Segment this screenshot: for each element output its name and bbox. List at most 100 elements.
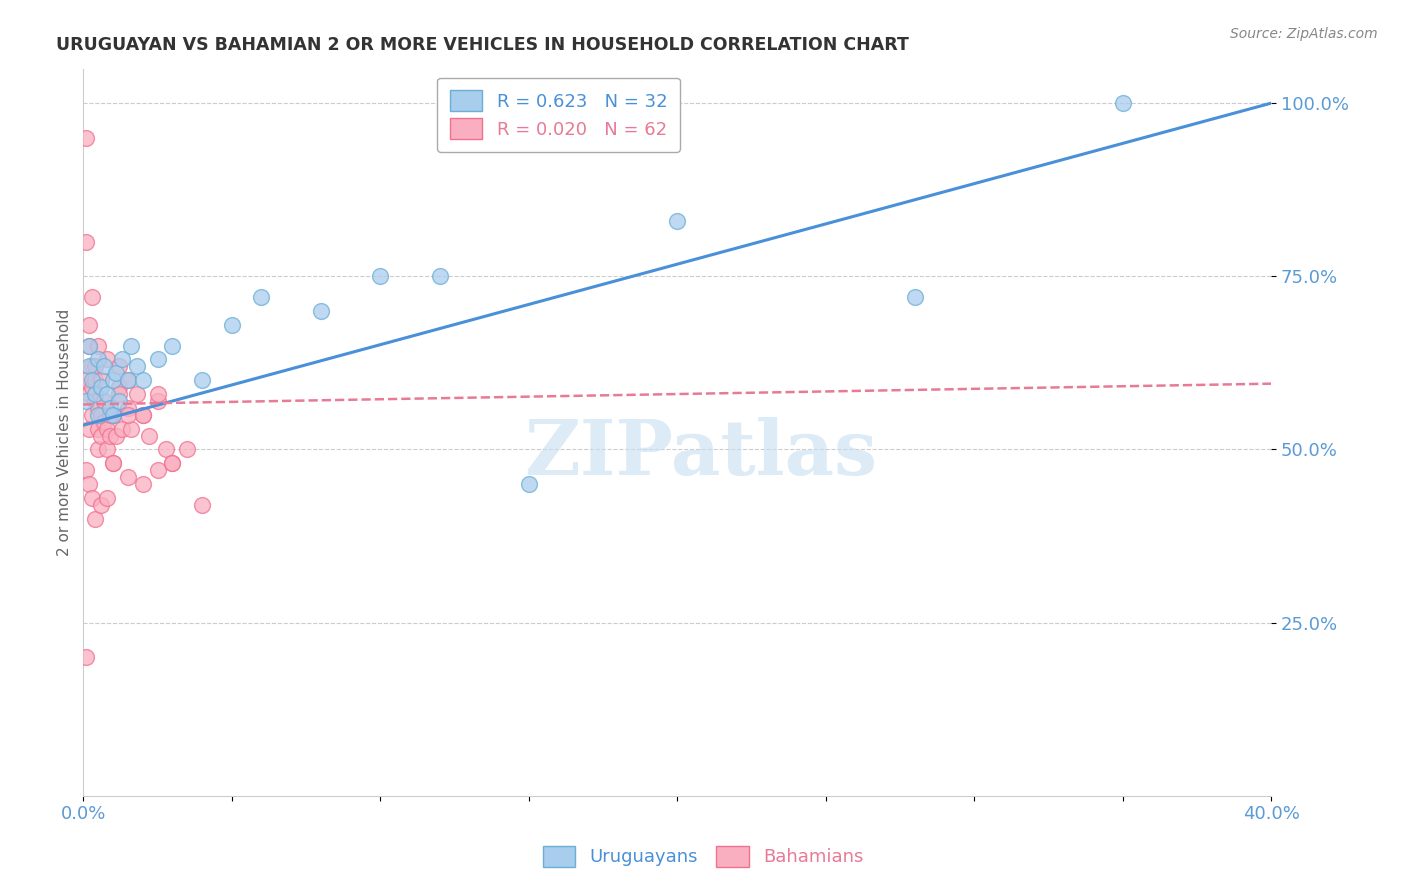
Point <box>87 338 110 352</box>
Point <box>117 401 139 415</box>
Point <box>87 422 110 436</box>
Point <box>82 373 104 387</box>
Point <box>98 401 121 415</box>
Point <box>93 359 115 374</box>
Point <box>93 415 115 429</box>
Point <box>120 338 142 352</box>
Point <box>101 456 124 470</box>
Point <box>77 338 100 352</box>
Point <box>98 428 121 442</box>
Point <box>87 352 110 367</box>
Point <box>77 318 100 332</box>
Point <box>162 338 184 352</box>
Point <box>101 408 124 422</box>
Point <box>191 498 214 512</box>
Point <box>131 373 153 387</box>
Point <box>84 512 107 526</box>
Point <box>96 442 118 457</box>
Point <box>108 359 131 374</box>
Point <box>96 422 118 436</box>
Point <box>82 380 104 394</box>
Point <box>108 394 131 409</box>
Point <box>75 650 97 665</box>
Point <box>104 366 127 380</box>
Point <box>96 491 118 505</box>
Point <box>87 442 110 457</box>
Point <box>146 352 169 367</box>
Point <box>84 394 107 409</box>
Point <box>191 373 214 387</box>
Point <box>120 422 142 436</box>
Point <box>90 498 112 512</box>
Point <box>111 422 134 436</box>
Point <box>146 387 169 401</box>
Point <box>77 422 100 436</box>
Point <box>108 387 131 401</box>
Point <box>77 477 100 491</box>
Point <box>75 394 97 409</box>
Point <box>84 359 107 374</box>
Point <box>77 387 100 401</box>
Point <box>146 463 169 477</box>
Point <box>517 477 540 491</box>
Point <box>75 373 97 387</box>
Point <box>111 352 134 367</box>
Point <box>101 456 124 470</box>
Point <box>125 359 148 374</box>
Point <box>125 387 148 401</box>
Point <box>84 387 107 401</box>
Point <box>90 380 112 394</box>
Point <box>904 290 927 304</box>
Point <box>82 359 104 374</box>
Point <box>98 408 121 422</box>
Point <box>221 318 243 332</box>
Point <box>162 456 184 470</box>
Point <box>146 394 169 409</box>
Point <box>93 394 115 409</box>
Point <box>104 428 127 442</box>
Point <box>90 428 112 442</box>
Point <box>1111 96 1133 111</box>
Point <box>138 428 160 442</box>
Legend: R = 0.623   N = 32, R = 0.020   N = 62: R = 0.623 N = 32, R = 0.020 N = 62 <box>437 78 681 152</box>
Point <box>82 290 104 304</box>
Text: URUGUAYAN VS BAHAMIAN 2 OR MORE VEHICLES IN HOUSEHOLD CORRELATION CHART: URUGUAYAN VS BAHAMIAN 2 OR MORE VEHICLES… <box>56 36 910 54</box>
Point <box>176 442 198 457</box>
Point <box>77 359 100 374</box>
Point <box>75 235 97 249</box>
Point <box>101 373 124 387</box>
Point <box>96 352 118 367</box>
Point <box>75 463 97 477</box>
Text: Source: ZipAtlas.com: Source: ZipAtlas.com <box>1230 27 1378 41</box>
Point <box>75 130 97 145</box>
Point <box>131 477 153 491</box>
Point <box>250 290 273 304</box>
Legend: Uruguayans, Bahamians: Uruguayans, Bahamians <box>536 838 870 874</box>
Point <box>666 214 689 228</box>
Point <box>77 338 100 352</box>
Point <box>117 373 139 387</box>
Point <box>117 373 139 387</box>
Point <box>101 408 124 422</box>
Point <box>117 408 139 422</box>
Point <box>84 373 107 387</box>
Point <box>96 387 118 401</box>
Point <box>90 373 112 387</box>
Point <box>108 380 131 394</box>
Y-axis label: 2 or more Vehicles in Household: 2 or more Vehicles in Household <box>58 309 72 556</box>
Point <box>87 408 110 422</box>
Point <box>155 442 177 457</box>
Point <box>309 304 332 318</box>
Point <box>117 470 139 484</box>
Point <box>131 408 153 422</box>
Point <box>131 408 153 422</box>
Point <box>101 408 124 422</box>
Point <box>82 408 104 422</box>
Point <box>368 269 391 284</box>
Point <box>162 456 184 470</box>
Point <box>82 491 104 505</box>
Text: ZIPatlas: ZIPatlas <box>524 417 877 491</box>
Point <box>87 401 110 415</box>
Point <box>90 408 112 422</box>
Point <box>429 269 451 284</box>
